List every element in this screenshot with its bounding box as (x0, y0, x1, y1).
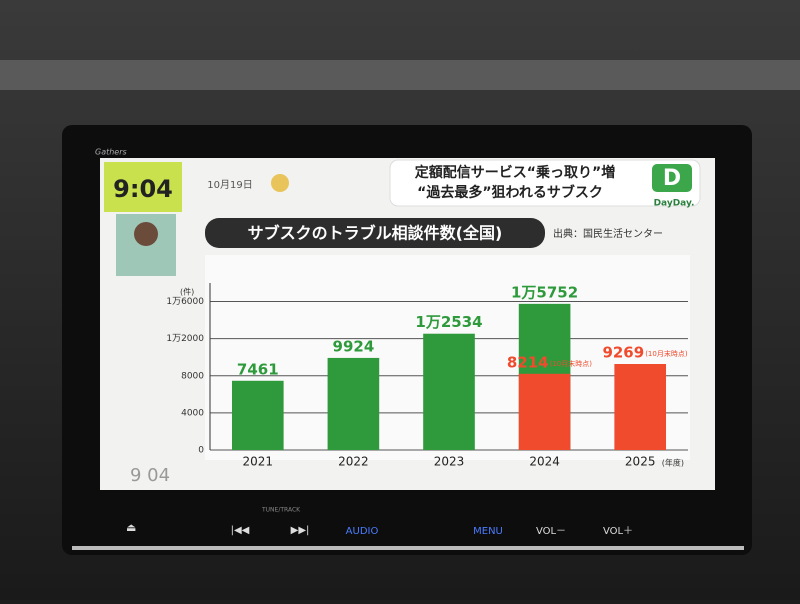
bar (614, 364, 667, 450)
trim (0, 60, 800, 90)
x-tick-label: 2023 (434, 455, 465, 469)
value-label: 1万2534 (415, 313, 482, 331)
chart-title: サブスクのトラブル相談件数(全国) (248, 224, 503, 243)
value-note: (10月末時点) (645, 349, 688, 358)
date: 10月19日 (207, 179, 252, 191)
bar (518, 373, 571, 450)
y-tick-label: 4000 (181, 408, 204, 418)
y-tick-label: 8000 (181, 371, 204, 381)
headline-1: 定額配信サービス“乗っ取り”増 (415, 164, 615, 181)
tune-label: TUNE/TRACK (261, 507, 301, 514)
value-note: (10月末時点) (550, 359, 593, 368)
x-tick-label: 2025 (625, 455, 656, 469)
headline-2: “過去最多”狙われるサブスク (417, 184, 603, 201)
show-name: DayDay. (654, 199, 695, 209)
value-label: 8214 (507, 353, 549, 371)
x-tick-label: 2022 (338, 455, 369, 469)
vol-down-button[interactable]: VOL－ (536, 526, 566, 537)
audio-button[interactable]: AUDIO (346, 526, 379, 537)
prev-button[interactable]: |◀◀ (231, 525, 250, 536)
bar (423, 333, 475, 450)
eject: ⏏ (126, 521, 136, 534)
value-label: 9269 (602, 344, 644, 362)
title-bar (205, 218, 545, 248)
value-label: 1万5752 (511, 283, 578, 301)
weather-icon (271, 174, 289, 192)
y-tick-label: 0 (198, 446, 204, 456)
value-label: 9924 (333, 337, 375, 355)
clock: 9:04 (113, 175, 173, 203)
x-tick-label: 2021 (243, 455, 274, 469)
vol-up-button[interactable]: VOL＋ (603, 526, 633, 537)
anchor-head (134, 222, 158, 246)
bar (231, 380, 284, 450)
next-button[interactable]: ▶▶| (291, 525, 310, 536)
clock-box (104, 162, 182, 212)
logo-box (652, 164, 692, 192)
x-tick-label: 2024 (529, 455, 560, 469)
brand: Gathers (95, 148, 127, 157)
y-tick-label: 1万6000 (166, 297, 204, 307)
chrome-strip (72, 546, 744, 550)
y-unit: (件) (180, 287, 194, 297)
y-tick-label: 1万2000 (166, 334, 204, 344)
menu-button[interactable]: MENU (473, 526, 503, 537)
source: 出典：国民生活センター (553, 227, 663, 240)
value-label: 7461 (237, 360, 279, 378)
logo: D (663, 166, 681, 191)
headline-box (389, 159, 701, 207)
bar (327, 357, 380, 450)
x-unit: (年度) (662, 458, 684, 468)
watermark: 9 04 (130, 465, 170, 486)
